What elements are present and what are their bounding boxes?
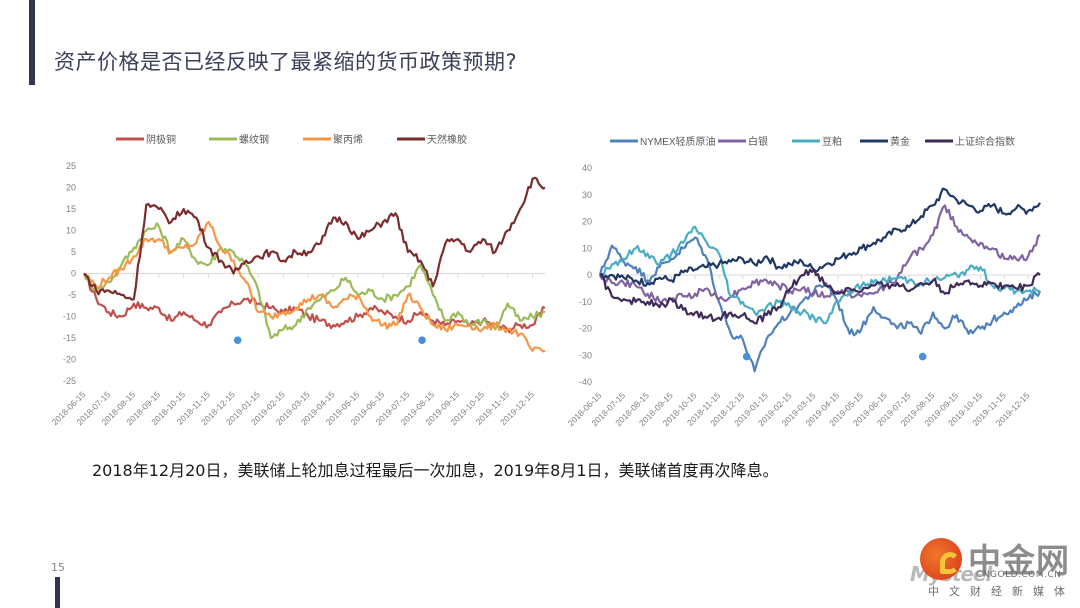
legend-label: NYMEX轻质原油 [640,135,716,148]
legend-item: 天然橡胶 [397,133,467,146]
legend-item: 黄金 [860,135,910,148]
logo-url: CNGOLD.COM.CN [976,570,1062,580]
page-number: 15 [51,561,65,574]
legend-label: 白银 [748,135,768,148]
y-tick-label: -40 [579,377,592,387]
y-tick-label: 20 [66,183,76,193]
fed-event-marker [742,352,751,361]
y-tick-label: -5 [68,290,76,300]
y-tick-label: 10 [66,226,76,236]
legend-item: 上证综合指数 [925,135,1015,148]
legend-item: 阴极铜 [116,133,176,146]
series-line-4 [599,187,1041,287]
logo-tagline: 中文财经新媒体 [928,585,1075,598]
series-line-5 [599,268,1041,325]
y-tick-label: 40 [582,163,592,173]
y-tick-label: 30 [582,190,592,200]
y-tick-label: 10 [582,243,592,253]
y-tick-label: 0 [587,270,592,280]
y-tick-label: -30 [579,350,592,360]
logo-swirl-icon [920,538,962,580]
y-tick-label: 15 [66,204,76,214]
legend-label: 天然橡胶 [427,133,467,146]
legend-item: 豆粕 [792,135,842,148]
chart-metals-commodities: 阴极铜 螺纹钢 聚丙烯 天然橡胶2520151050-5-10-15-20-25201… [50,133,546,427]
fed-event-marker [418,336,426,344]
legend-label: 豆粕 [822,135,842,148]
y-tick-label: -25 [63,376,76,386]
series-line-2 [599,204,1041,304]
y-tick-label: -20 [579,324,592,334]
series-line-3 [599,225,1041,325]
y-tick-label: -10 [63,312,76,322]
legend-item: 螺纹钢 [209,133,269,146]
fed-event-marker [918,352,927,361]
legend-label: 螺纹钢 [239,133,269,146]
y-tick-label: -15 [63,333,76,343]
page-title: 资产价格是否已经反映了最紧缩的货币政策预期? [54,50,518,74]
y-tick-label: 0 [71,269,76,279]
logo-name: 中金网 [968,541,1070,580]
cngold-logo: Mysteel 中金网 CNGOLD.COM.CN 中文财经新媒体 [910,532,1080,608]
y-tick-label: -10 [579,297,592,307]
series-line-2 [82,222,546,340]
legend-item: 聚丙烯 [303,133,363,146]
series-line-1 [598,236,1042,373]
y-tick-label: 5 [71,247,76,257]
series-line-4 [83,176,546,301]
y-tick-label: 25 [66,161,76,171]
legend-label: 上证综合指数 [955,135,1015,148]
title-accent-bar [29,0,35,85]
legend-label: 阴极铜 [146,133,176,146]
chart-energy-metals-equity: NYMEX轻质原油 白银 豆粕 黄金 上证综合指数 40 30 20 10 0 -10 -20 -30 -… [566,135,1042,428]
footer-accent-bar [55,577,60,608]
y-tick-label: 20 [582,217,592,227]
legend-item: 白银 [718,135,768,148]
legend-label: 聚丙烯 [333,133,363,146]
chart-caption: 2018年12月20日，美联储上轮加息过程最后一次加息，2019年8月1日，美联… [92,461,779,480]
y-tick-label: -20 [63,355,76,365]
fed-event-marker [233,336,242,344]
legend-label: 黄金 [890,135,910,148]
series-line-3 [83,220,546,353]
legend-item: NYMEX轻质原油 [610,135,716,148]
